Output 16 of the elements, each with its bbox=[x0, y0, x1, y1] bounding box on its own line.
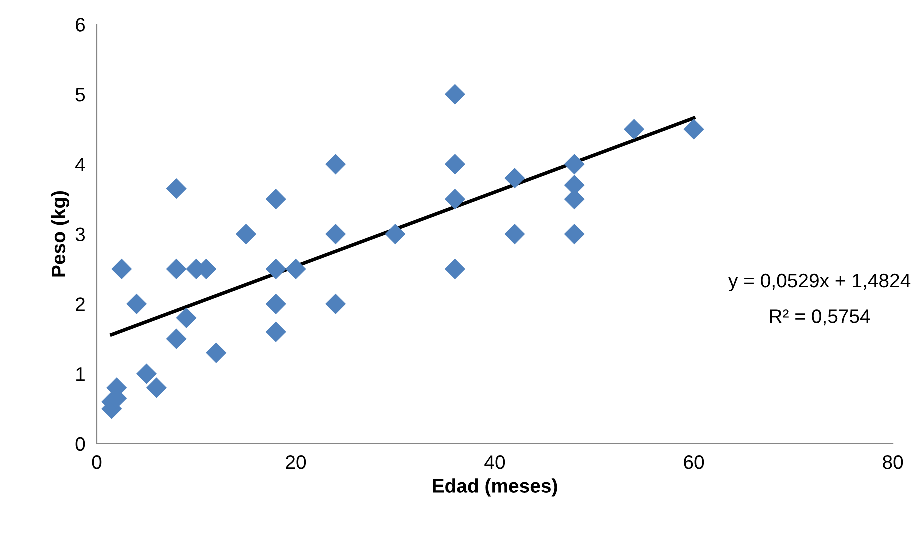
x-tick-label: 60 bbox=[684, 456, 704, 470]
y-axis-title: Peso (kg) bbox=[51, 191, 70, 277]
y-tick-label: 1 bbox=[76, 368, 85, 382]
x-tick-label: 20 bbox=[286, 456, 306, 470]
x-tick-label: 0 bbox=[92, 456, 102, 470]
x-tick-label: 40 bbox=[484, 456, 506, 470]
x-tick-label: 80 bbox=[883, 456, 904, 470]
y-tick-label: 2 bbox=[76, 298, 85, 312]
x-axis-title: Edad (meses) bbox=[433, 478, 558, 497]
y-tick-label: 5 bbox=[76, 88, 86, 102]
annotation: R² = 0,5754 bbox=[770, 310, 870, 326]
y-tick-label: 4 bbox=[76, 158, 86, 172]
y-tick-label: 6 bbox=[76, 18, 86, 32]
annotation: y = 0,0529x + 1,4824 bbox=[728, 274, 911, 292]
y-tick-label: 3 bbox=[76, 228, 86, 242]
y-tick-label: 0 bbox=[76, 437, 86, 452]
